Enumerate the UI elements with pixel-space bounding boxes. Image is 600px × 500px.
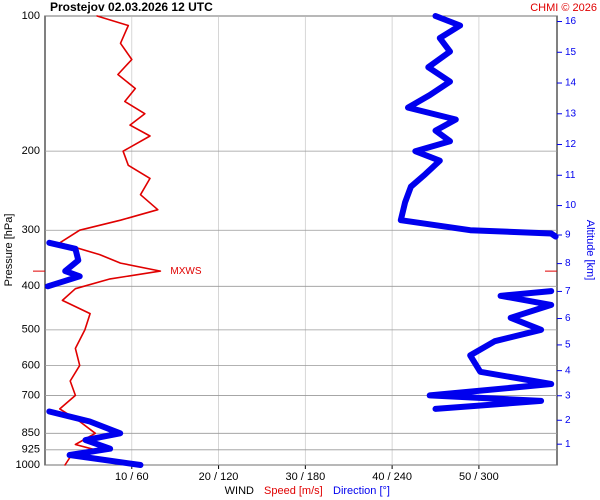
x-axis-label-direction: Direction [°] — [333, 485, 390, 497]
y2-tick-label: 4 — [565, 365, 571, 376]
y2-tick-label: 7 — [565, 286, 571, 297]
y2-tick-label: 12 — [565, 139, 577, 150]
y-axis-label: Pressure [hPa] — [3, 214, 15, 287]
y-tick-label: 600 — [22, 359, 40, 371]
direction-line — [426, 288, 555, 412]
x-axis-label: WIND — [225, 485, 254, 497]
direction-line — [397, 13, 559, 240]
y2-tick-label: 5 — [565, 340, 571, 351]
annotation: MXWS — [170, 266, 201, 277]
y2-axis-label: Altitude [km] — [584, 220, 596, 281]
y2-tick-label: 15 — [565, 47, 577, 58]
chart-title: Prostejov 02.03.2026 12 UTC — [50, 0, 213, 14]
y-tick-label: 925 — [22, 444, 40, 456]
y2-tick-label: 6 — [565, 313, 571, 324]
credit: CHMI © 2026 — [530, 2, 597, 14]
y2-tick-label: 9 — [565, 230, 571, 241]
x-tick-label: 30 / 180 — [285, 471, 325, 483]
y-tick-label: 700 — [22, 389, 40, 401]
y-tick-label: 850 — [22, 427, 40, 439]
direction-line — [44, 239, 83, 290]
y-tick-label: 300 — [22, 224, 40, 236]
y2-tick-label: 1 — [565, 439, 571, 450]
y-tick-label: 400 — [22, 280, 40, 292]
y2-tick-label: 11 — [565, 170, 576, 181]
y2-tick-label: 10 — [565, 200, 577, 211]
y2-tick-label: 16 — [565, 16, 577, 27]
y2-tick-label: 3 — [565, 390, 571, 401]
y2-tick-label: 2 — [565, 415, 571, 426]
direction-line — [46, 408, 144, 468]
x-axis-label-speed: Speed [m/s] — [264, 485, 323, 497]
y-tick-label: 200 — [22, 145, 40, 157]
speed-line — [59, 15, 162, 466]
x-tick-label: 20 / 120 — [199, 471, 239, 483]
y2-tick-label: 14 — [565, 78, 577, 89]
y-tick-label: 500 — [22, 324, 40, 336]
y-tick-label: 1000 — [16, 459, 40, 471]
y-tick-label: 100 — [22, 10, 40, 22]
x-tick-label: 50 / 300 — [459, 471, 499, 483]
y2-tick-label: 8 — [565, 258, 571, 269]
x-tick-label: 10 / 60 — [115, 471, 149, 483]
y2-tick-label: 13 — [565, 108, 577, 119]
x-tick-label: 40 / 240 — [372, 471, 412, 483]
